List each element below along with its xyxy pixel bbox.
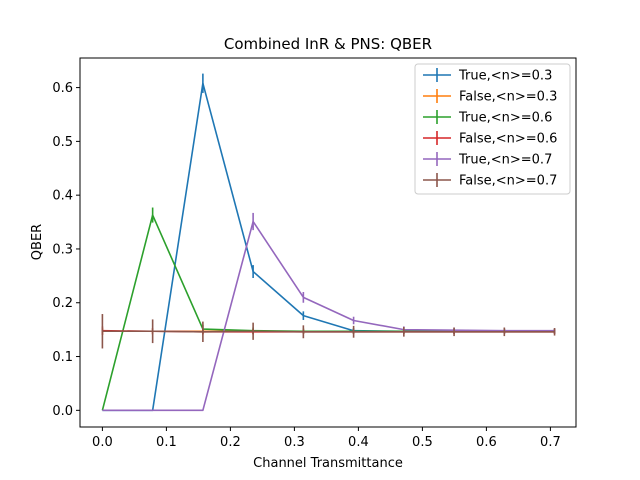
y-axis-label: QBER: [30, 224, 45, 260]
x-tick-label: 0.2: [220, 435, 241, 450]
legend-entry: True,<n>=0.6: [423, 110, 552, 126]
legend-entry: False,<n>=0.6: [423, 131, 557, 147]
y-tick-label: 0.5: [52, 135, 73, 150]
legend-label: False,<n>=0.6: [459, 132, 557, 147]
x-tick-label: 0.0: [92, 435, 113, 450]
y-tick-label: 0.1: [52, 350, 73, 365]
y-tick-label: 0.0: [52, 404, 73, 419]
legend-entry: True,<n>=0.3: [423, 68, 552, 84]
x-axis: 0.0 0.1 0.2 0.3 0.4 0.5 0.6 0.7: [92, 427, 561, 450]
series-6: [101, 314, 556, 349]
x-tick-label: 0.4: [348, 435, 369, 450]
x-tick-label: 0.1: [156, 435, 177, 450]
y-axis: 0.0 0.1 0.2 0.3 0.4 0.5 0.6: [52, 81, 80, 419]
legend-box: [414, 63, 571, 195]
x-tick-label: 0.7: [540, 435, 561, 450]
legend-label: True,<n>=0.6: [458, 111, 552, 126]
series-line: [102, 330, 555, 333]
legend-label: True,<n>=0.7: [458, 153, 552, 168]
legend-label: True,<n>=0.3: [458, 69, 552, 84]
y-tick-label: 0.3: [52, 242, 73, 257]
y-tick-label: 0.4: [52, 189, 73, 204]
legend-label: False,<n>=0.7: [459, 174, 557, 189]
y-tick-label: 0.2: [52, 296, 73, 311]
y-tick-label: 0.6: [52, 81, 73, 96]
x-axis-label: Channel Transmittance: [253, 456, 403, 471]
legend-entry: False,<n>=0.7: [423, 173, 557, 189]
legend-label: False,<n>=0.3: [459, 90, 557, 105]
x-tick-label: 0.5: [412, 435, 433, 450]
series-line: [102, 220, 555, 412]
x-tick-label: 0.6: [476, 435, 497, 450]
axes-frame: [79, 57, 577, 428]
legend-entry: False,<n>=0.3: [423, 89, 557, 105]
x-tick-label: 0.3: [284, 435, 305, 450]
legend: True,<n>=0.3 False,<n>=0.3 True,<n>=0.6 Fal…: [414, 63, 571, 195]
plot-area: [101, 73, 556, 412]
chart-title: Combined InR & PNS: QBER: [224, 35, 432, 53]
legend-entry: True,<n>=0.7: [423, 152, 552, 168]
